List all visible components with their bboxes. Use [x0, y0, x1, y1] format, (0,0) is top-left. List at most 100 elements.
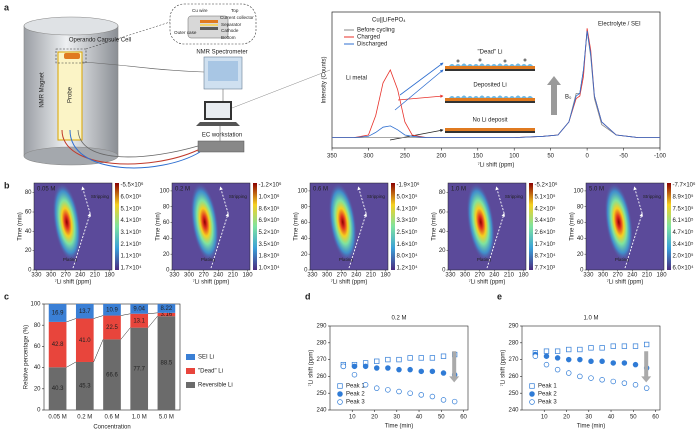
label: Cathode: [221, 28, 239, 33]
bar-segment: [130, 304, 149, 314]
deposit: [449, 95, 533, 98]
colorbar: [115, 183, 119, 270]
colorbar-label: 1.6×10⁵: [397, 241, 419, 248]
x-tick-label: 300: [363, 154, 374, 160]
marker: [440, 397, 447, 403]
legend-swatch: [529, 399, 535, 405]
x-axis-label: ⁷Li shift (ppm): [469, 279, 506, 286]
plating-arrow: [348, 212, 367, 269]
colorbar: [667, 183, 671, 270]
probe: [57, 51, 83, 141]
marker: [588, 375, 594, 381]
x-axis-label: ⁷Li shift (ppm): [331, 279, 368, 286]
y-tick-label: 290: [508, 324, 519, 330]
colorbar-label: 2.1×10⁵: [121, 241, 143, 248]
x-tick-label: 300: [460, 273, 471, 279]
legend-label: Peak 2: [538, 392, 557, 398]
wire: [61, 129, 199, 165]
marker: [396, 356, 402, 363]
marker: [351, 371, 358, 378]
x-tick-label: 180: [381, 273, 392, 279]
colorbar-label: 1.7×10⁴: [121, 265, 143, 272]
cell: [64, 53, 80, 59]
label: Top: [231, 8, 239, 13]
y-tick-label: 270: [508, 357, 519, 363]
x-tick-label: 40: [608, 415, 615, 421]
stripping-arrow: [219, 186, 229, 214]
workstation: [197, 140, 245, 153]
panel-label: a: [4, 2, 10, 12]
label: Cu wire: [192, 8, 208, 13]
panel-title: 0.6 M: [313, 187, 328, 193]
label: Current collector: [220, 15, 254, 20]
annotation: Plating: [615, 257, 629, 262]
x-tick-label: 60: [652, 415, 659, 421]
colorbar-label: 8.7×10⁴: [535, 253, 557, 260]
plot-frame: [33, 182, 113, 271]
x-tick-label: 270: [475, 273, 486, 279]
legend-label: Before cycling: [357, 28, 395, 34]
y-tick-label: 40: [34, 365, 41, 371]
trend-arrow: [641, 351, 652, 383]
y-tick-label: 100: [30, 302, 41, 308]
marker: [407, 355, 413, 361]
stripping-arrow: [495, 186, 505, 214]
plot-frame: [447, 182, 527, 271]
marker: [621, 380, 628, 386]
annotation: Plating: [201, 257, 215, 262]
y-tick-label: 280: [508, 340, 519, 346]
y-tick-label: 40: [301, 236, 308, 242]
colorbar: [391, 183, 395, 270]
electrode: [445, 131, 535, 133]
x-tick-label: 1.0 M: [132, 415, 147, 421]
x-tick-label: 270: [613, 273, 624, 279]
legend-label: Peak 1: [346, 384, 365, 390]
axis-label: Relative percentage (%): [24, 325, 30, 389]
marker: [643, 385, 650, 391]
x-tick-label: -50: [619, 154, 628, 160]
x-tick-label: 0: [585, 154, 589, 160]
axis-label: Intensity (Counts): [322, 56, 328, 103]
colorbar-label: 2.6×10⁵: [535, 229, 557, 236]
marker: [543, 361, 550, 368]
x-tick-label: 300: [322, 273, 333, 279]
annotation: Plating: [339, 257, 353, 262]
marker: [340, 363, 347, 370]
marker: [362, 382, 369, 388]
x-tick-label: 30: [585, 415, 592, 421]
marker: [373, 365, 380, 371]
y-tick-label: 40: [163, 236, 170, 242]
laptop-base: [196, 122, 240, 126]
zoom-line: [231, 69, 331, 109]
stripping-arrow: [357, 186, 367, 214]
x-tick-label: 330: [307, 273, 318, 279]
label: Outer case: [174, 30, 197, 35]
panel-title: 5.0 M: [589, 187, 604, 193]
chart-title: 0.2 M: [391, 316, 406, 322]
marker: [351, 363, 358, 370]
x-tick-label: 330: [31, 273, 42, 279]
y-tick-label: 60: [163, 220, 170, 226]
legend-swatch: [186, 368, 195, 374]
colorbar: [529, 183, 533, 270]
label: NMR Magnet: [40, 72, 46, 108]
y-tick-label: 40: [25, 229, 32, 235]
legend-swatch: [529, 383, 535, 389]
trend-arrow: [449, 351, 460, 383]
marker: [385, 356, 391, 363]
value-label: 16.9: [52, 311, 64, 317]
x-tick-label: 100: [509, 154, 520, 160]
legend-label: Peak 1: [538, 384, 557, 390]
colorbar: [253, 183, 257, 270]
colorbar-label: 6.0×10⁴: [673, 265, 695, 272]
colorbar-label: 3.4×10⁵: [535, 217, 557, 224]
spectrum-line: [332, 30, 660, 138]
x-tick-label: 60: [460, 415, 467, 421]
marker: [554, 366, 561, 373]
plating-arrow: [486, 212, 505, 269]
label: Operando Capsule Cell: [69, 38, 131, 44]
y-tick-label: 20: [163, 252, 170, 258]
bar-segment: [103, 304, 121, 316]
marker: [610, 343, 616, 349]
y-tick-label: 80: [301, 204, 308, 210]
